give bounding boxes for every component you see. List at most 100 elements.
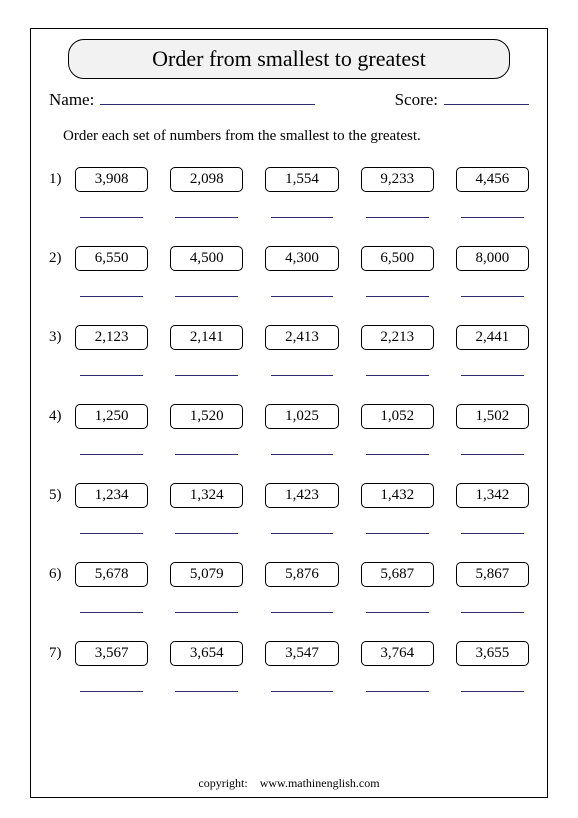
answer-line[interactable]	[80, 518, 143, 534]
number-box: 4,300	[265, 246, 338, 271]
number-box: 9,233	[361, 167, 434, 192]
answer-line[interactable]	[461, 676, 524, 692]
problem-row: 1)3,908 2,098 1,554 9,233 4,456	[49, 167, 529, 218]
name-group: Name:	[49, 89, 315, 110]
number-box: 5,687	[361, 562, 434, 587]
header-row: Name: Score:	[49, 89, 529, 110]
problem-cells: 1,234 1,324 1,423 1,432 1,342	[75, 483, 529, 534]
answer-line[interactable]	[366, 518, 429, 534]
answer-line[interactable]	[80, 597, 143, 613]
problem-number: 6)	[49, 562, 75, 583]
problem-row: 4)1,2501,5201,0251,0521,502	[49, 404, 529, 455]
answer-line[interactable]	[175, 518, 238, 534]
worksheet-frame: Order from smallest to greatest Name: Sc…	[30, 28, 548, 798]
worksheet-title: Order from smallest to greatest	[152, 46, 426, 71]
name-input-line[interactable]	[100, 89, 315, 105]
worksheet-title-pill: Order from smallest to greatest	[68, 39, 510, 79]
answer-line[interactable]	[366, 202, 429, 218]
number-box: 1,423	[265, 483, 338, 508]
number-box: 8,000	[456, 246, 529, 271]
number-box: 1,324	[170, 483, 243, 508]
problem-cells: 6,5504,5004,3006,5008,000	[75, 246, 529, 297]
score-group: Score:	[395, 89, 529, 110]
answer-line[interactable]	[80, 281, 143, 297]
problem-row: 6)5,6785,0795,8765,6875,867	[49, 562, 529, 613]
number-box: 6,550	[75, 246, 148, 271]
number-box: 2,141	[170, 325, 243, 350]
problems-list: 1)3,9082,0981,5549,2334,4562)6,5504,5004…	[49, 167, 529, 692]
answer-line[interactable]	[461, 597, 524, 613]
answer-line[interactable]	[271, 439, 334, 455]
answer-line[interactable]	[80, 676, 143, 692]
answer-line[interactable]	[461, 281, 524, 297]
problem-number: 4)	[49, 404, 75, 425]
number-box: 5,678	[75, 562, 148, 587]
number-box: 3,655	[456, 641, 529, 666]
problem-cells: 5,6785,0795,8765,6875,867	[75, 562, 529, 613]
problem-cells: 3,908 2,098 1,554 9,233 4,456	[75, 167, 529, 218]
number-box: 2,213	[361, 325, 434, 350]
number-box: 2,123	[75, 325, 148, 350]
answer-line[interactable]	[461, 518, 524, 534]
answer-line[interactable]	[271, 518, 334, 534]
number-box: 5,876	[265, 562, 338, 587]
number-box: 3,654	[170, 641, 243, 666]
number-box: 1,025	[265, 404, 338, 429]
number-box: 1,432	[361, 483, 434, 508]
copyright-url: www.mathinenglish.com	[260, 776, 380, 790]
answer-line[interactable]	[366, 281, 429, 297]
number-box: 1,052	[361, 404, 434, 429]
answer-line[interactable]	[271, 281, 334, 297]
problem-cells: 3,5673,6543,5473,7643,655	[75, 641, 529, 692]
number-box: 2,441	[456, 325, 529, 350]
answer-line[interactable]	[461, 202, 524, 218]
answer-line[interactable]	[271, 202, 334, 218]
number-box: 1,250	[75, 404, 148, 429]
number-box: 1,234	[75, 483, 148, 508]
number-box: 6,500	[361, 246, 434, 271]
answer-line[interactable]	[271, 676, 334, 692]
answer-line[interactable]	[175, 281, 238, 297]
answer-line[interactable]	[80, 202, 143, 218]
number-box: 2,098	[170, 167, 243, 192]
score-input-line[interactable]	[444, 89, 529, 105]
number-box: 1,342	[456, 483, 529, 508]
problem-row: 5)1,234 1,324 1,423 1,432 1,342	[49, 483, 529, 534]
score-label: Score:	[395, 90, 438, 110]
answer-line[interactable]	[366, 360, 429, 376]
problem-cells: 2,123 2,141 2,413 2,213 2,441	[75, 325, 529, 376]
problem-number: 5)	[49, 483, 75, 504]
answer-line[interactable]	[80, 439, 143, 455]
answer-line[interactable]	[366, 439, 429, 455]
problem-row: 3)2,123 2,141 2,413 2,213 2,441	[49, 325, 529, 376]
answer-line[interactable]	[80, 360, 143, 376]
number-box: 3,764	[361, 641, 434, 666]
number-box: 5,079	[170, 562, 243, 587]
answer-line[interactable]	[271, 597, 334, 613]
answer-line[interactable]	[461, 439, 524, 455]
number-box: 3,547	[265, 641, 338, 666]
problem-row: 7)3,5673,6543,5473,7643,655	[49, 641, 529, 692]
copyright-label: copyright:	[198, 776, 247, 790]
problem-number: 1)	[49, 167, 75, 188]
problem-number: 2)	[49, 246, 75, 267]
answer-line[interactable]	[175, 676, 238, 692]
footer: copyright: www.mathinenglish.com	[31, 776, 547, 791]
problem-row: 2)6,5504,5004,3006,5008,000	[49, 246, 529, 297]
answer-line[interactable]	[366, 676, 429, 692]
answer-line[interactable]	[175, 439, 238, 455]
number-box: 1,554	[265, 167, 338, 192]
number-box: 4,456	[456, 167, 529, 192]
answer-line[interactable]	[461, 360, 524, 376]
answer-line[interactable]	[366, 597, 429, 613]
problem-number: 7)	[49, 641, 75, 662]
problem-number: 3)	[49, 325, 75, 346]
number-box: 3,908	[75, 167, 148, 192]
answer-line[interactable]	[175, 597, 238, 613]
answer-line[interactable]	[175, 360, 238, 376]
name-label: Name:	[49, 90, 94, 110]
answer-line[interactable]	[271, 360, 334, 376]
number-box: 1,520	[170, 404, 243, 429]
number-box: 2,413	[265, 325, 338, 350]
answer-line[interactable]	[175, 202, 238, 218]
